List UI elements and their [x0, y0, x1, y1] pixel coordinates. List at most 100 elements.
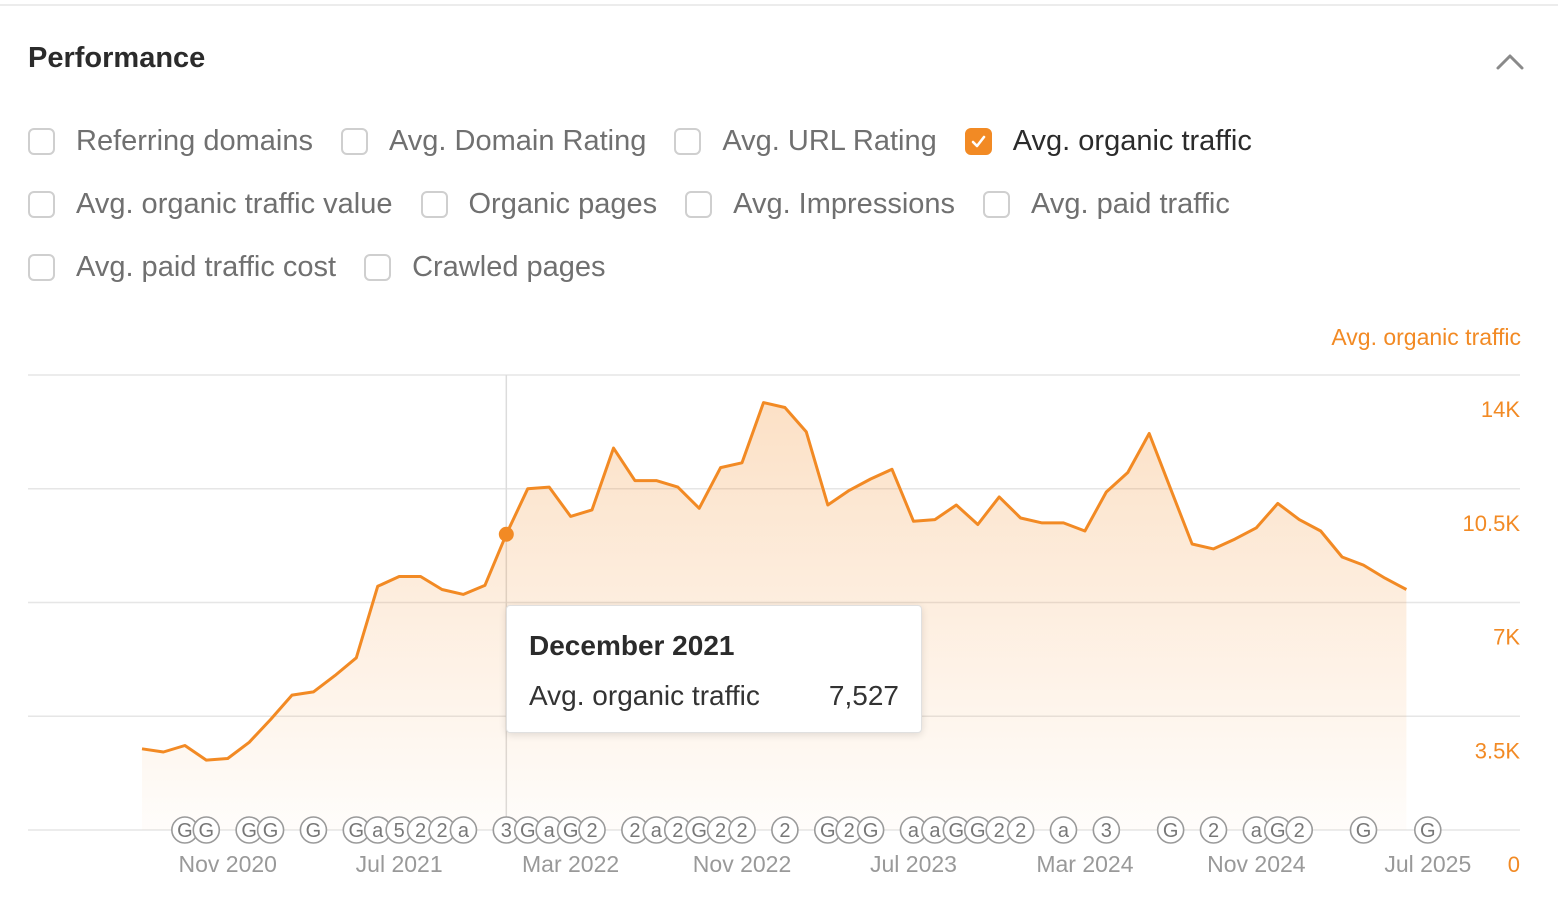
metric-label: Avg. paid traffic cost — [76, 251, 337, 283]
panel-header: Performance — [28, 40, 1530, 84]
x-tick-label: Jul 2025 — [1384, 851, 1471, 877]
metric-checkbox[interactable] — [340, 128, 368, 155]
annotation-marker[interactable]: G — [192, 816, 221, 844]
svg-text:G: G — [563, 820, 579, 842]
annotation-marker[interactable]: 2 — [1006, 816, 1035, 844]
annotation-marker[interactable]: a — [899, 816, 928, 844]
collapse-button[interactable] — [1490, 42, 1530, 82]
annotation-marker[interactable]: G — [856, 816, 885, 844]
svg-text:G: G — [199, 820, 215, 842]
metric-option[interactable]: Avg. organic traffic value — [28, 188, 393, 221]
metric-label: Crawled pages — [412, 251, 606, 283]
metric-option[interactable]: Organic pages — [420, 188, 658, 221]
annotation-marker[interactable]: G — [942, 816, 971, 844]
metric-option[interactable]: Avg. paid traffic cost — [28, 251, 336, 284]
x-tick-label: Nov 2024 — [1207, 851, 1306, 877]
svg-text:a: a — [1058, 820, 1070, 842]
annotation-marker[interactable]: G — [299, 816, 328, 844]
annotation-marker[interactable]: G — [513, 816, 542, 844]
annotation-marker[interactable]: G — [1414, 816, 1442, 844]
metric-checkbox[interactable] — [685, 191, 713, 218]
annotation-marker[interactable]: a — [642, 816, 671, 844]
y-tick-label: 0 — [1508, 852, 1520, 877]
annotation-marker[interactable]: G — [1349, 816, 1378, 844]
annotation-marker[interactable]: a — [1049, 816, 1078, 844]
svg-text:2: 2 — [629, 820, 640, 842]
svg-text:2: 2 — [586, 820, 597, 842]
metric-option[interactable]: Referring domains — [28, 125, 313, 158]
metric-option[interactable]: Avg. Impressions — [685, 188, 955, 221]
metric-row: Referring domains Avg. Domain Rating Avg. … — [28, 110, 1528, 173]
svg-text:2: 2 — [1208, 820, 1219, 842]
chevron-up-icon — [1496, 54, 1524, 70]
metric-option[interactable]: Avg. organic traffic — [964, 125, 1252, 158]
checkmark-icon — [971, 135, 986, 148]
metric-checkbox[interactable] — [28, 128, 55, 155]
metric-checkbox[interactable] — [964, 128, 992, 155]
metric-selector: Referring domains Avg. Domain Rating Avg. … — [28, 110, 1528, 299]
annotation-marker[interactable]: 2 — [578, 816, 606, 844]
svg-text:5: 5 — [394, 820, 405, 842]
tooltip-date: December 2021 — [529, 630, 735, 661]
svg-text:2: 2 — [779, 820, 790, 842]
metric-checkbox[interactable] — [420, 191, 448, 218]
metric-label: Avg. Impressions — [733, 188, 956, 220]
annotation-marker[interactable]: G — [685, 816, 713, 844]
x-tick-label: Jul 2023 — [870, 851, 957, 877]
metric-option[interactable]: Crawled pages — [364, 251, 606, 284]
annotation-marker[interactable]: G — [556, 816, 585, 844]
annotation-marker[interactable]: 3 — [1092, 816, 1121, 844]
y-tick-label: 10.5K — [1463, 511, 1521, 536]
annotation-marker[interactable]: G — [342, 816, 371, 844]
metric-checkbox[interactable] — [983, 191, 1011, 218]
y-tick-label: 3.5K — [1475, 738, 1521, 763]
metric-checkbox[interactable] — [674, 128, 702, 155]
svg-text:a: a — [544, 820, 556, 842]
annotation-marker[interactable]: a — [449, 816, 478, 844]
svg-text:a: a — [458, 820, 470, 842]
y-tick-label: 7K — [1493, 625, 1520, 650]
svg-text:2: 2 — [994, 820, 1005, 842]
tooltip-metric-value: 7,527 — [828, 680, 899, 711]
annotation-marker[interactable]: G — [256, 816, 285, 844]
svg-text:G: G — [263, 820, 279, 842]
svg-text:3: 3 — [1101, 820, 1112, 842]
x-tick-label: Nov 2020 — [178, 851, 276, 877]
svg-text:3: 3 — [501, 820, 512, 842]
metric-option[interactable]: Avg. URL Rating — [674, 125, 937, 158]
annotation-marker[interactable]: a — [535, 816, 563, 844]
annotation-marker[interactable]: 2 — [1199, 816, 1228, 844]
annotation-marker[interactable]: 2 — [771, 816, 799, 844]
x-tick-label: Mar 2024 — [1036, 851, 1133, 877]
annotation-marker[interactable]: G — [171, 816, 199, 844]
annotation-marker[interactable]: G — [1156, 816, 1185, 844]
metric-option[interactable]: Avg. Domain Rating — [340, 125, 647, 158]
annotation-marker[interactable]: a — [921, 816, 949, 844]
svg-text:a: a — [908, 820, 920, 842]
metric-checkbox[interactable] — [28, 191, 55, 218]
metric-label: Organic pages — [468, 188, 658, 220]
annotation-marker[interactable]: 2 — [1285, 816, 1314, 844]
svg-text:G: G — [1270, 820, 1286, 842]
svg-text:G: G — [1356, 820, 1372, 842]
panel-top-border — [0, 4, 1558, 6]
hovered-data-point[interactable] — [498, 526, 514, 542]
series-line[interactable] — [141, 401, 1408, 762]
svg-text:2: 2 — [844, 820, 855, 842]
svg-text:G: G — [349, 820, 365, 842]
svg-text:G: G — [306, 820, 322, 842]
annotation-marker[interactable]: 2 — [728, 816, 756, 844]
svg-text:G: G — [177, 820, 193, 842]
svg-text:2: 2 — [415, 820, 426, 842]
metric-checkbox[interactable] — [364, 254, 392, 281]
metric-option[interactable]: Avg. paid traffic — [983, 188, 1230, 221]
svg-text:2: 2 — [1015, 820, 1026, 842]
svg-text:2: 2 — [436, 820, 447, 842]
metric-checkbox[interactable] — [28, 254, 55, 281]
metric-label: Avg. Domain Rating — [388, 125, 647, 157]
svg-text:a: a — [372, 820, 384, 842]
svg-text:G: G — [970, 820, 986, 842]
metric-label: Avg. URL Rating — [722, 125, 937, 157]
annotation-marker[interactable]: G — [1263, 816, 1292, 844]
annotation-marker[interactable]: a — [1242, 816, 1271, 844]
